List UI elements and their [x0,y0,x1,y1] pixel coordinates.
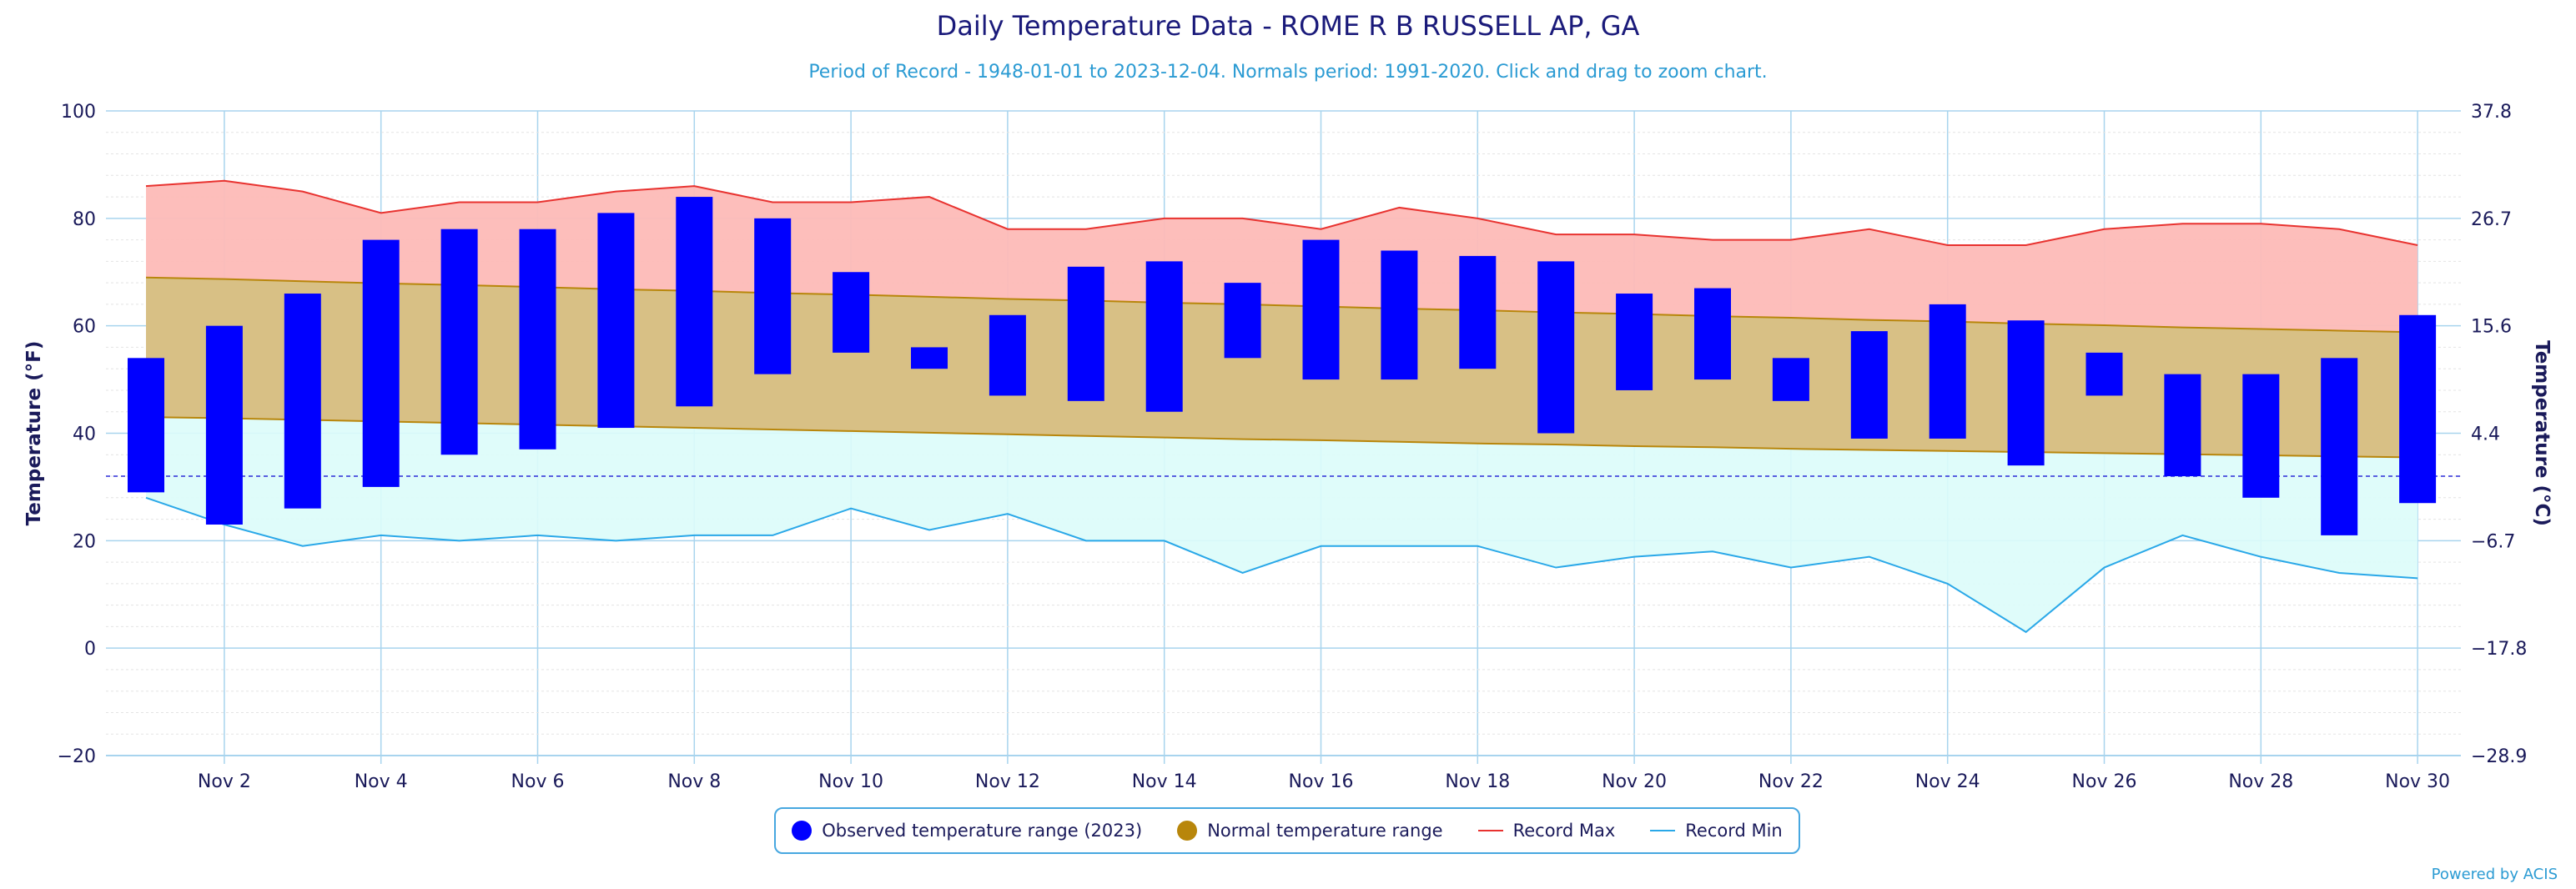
observed-bar[interactable] [676,197,713,407]
y-tick-label-right: −17.8 [2471,639,2527,660]
y-tick-label-right: −6.7 [2471,531,2515,552]
legend-swatch-observed [792,821,813,841]
y-tick-label: 100 [61,102,96,123]
legend-swatch-record-max [1477,830,1503,831]
x-tick-label: Nov 10 [818,771,883,792]
observed-bar[interactable] [2085,352,2123,396]
observed-bar[interactable] [754,218,792,374]
y-tick-label: 0 [84,639,96,660]
x-tick-label: Nov 16 [1289,771,1354,792]
observed-bar[interactable] [2399,314,2437,504]
observed-bar[interactable] [989,314,1026,396]
observed-bar[interactable] [911,347,948,369]
observed-bar[interactable] [2007,320,2045,466]
y-tick-label: −20 [58,746,96,767]
observed-bar[interactable] [1145,261,1183,412]
observed-bar[interactable] [1772,358,1809,401]
x-tick-label: Nov 24 [1915,771,1980,792]
record-min-line [145,496,2418,634]
legend-item-record-min[interactable]: Record Min [1650,821,1783,841]
observed-bar[interactable] [1302,239,1340,380]
y-axis-label-right: Temperature (°C) [2531,340,2553,526]
y-axis-label: Temperature (°F) [23,341,45,526]
y-tick-label-right: 15.6 [2471,317,2512,338]
legend-label-record-max: Record Max [1512,821,1616,841]
observed-bar[interactable] [1381,250,1418,380]
observed-bar[interactable] [1694,288,1731,380]
x-tick-label: Nov 12 [975,771,1040,792]
y-tick-label: 20 [73,531,96,552]
y-tick-label: 40 [73,424,96,445]
legend-item-observed[interactable]: Observed temperature range (2023) [792,821,1142,841]
x-tick-label: Nov 28 [2228,771,2293,792]
legend-item-record-max[interactable]: Record Max [1477,821,1616,841]
y-tick-label-right: −28.9 [2471,746,2527,767]
record-max-area [146,180,2418,333]
powered-by-link[interactable]: Powered by ACIS [2431,866,2558,883]
y-tick-label-right: 26.7 [2471,209,2512,230]
legend-label-record-min: Record Min [1685,821,1783,841]
observed-bar[interactable] [519,229,556,450]
observed-bar[interactable] [2242,374,2280,498]
record-min-area [146,417,2418,632]
observed-bar[interactable] [1224,283,1261,359]
legend-label-normal: Normal temperature range [1207,821,1443,841]
x-tick-label: Nov 18 [1445,771,1510,792]
legend-label-observed: Observed temperature range (2023) [822,821,1143,841]
x-tick-label: Nov 4 [355,771,408,792]
chart-legend: Observed temperature range (2023) Normal… [774,807,1800,854]
legend-item-normal[interactable]: Normal temperature range [1177,821,1443,841]
observed-bar[interactable] [2164,374,2201,477]
observed-bar[interactable] [1459,255,1497,369]
observed-bar[interactable] [1537,261,1575,434]
x-tick-label: Nov 2 [198,771,251,792]
observed-bar[interactable] [1850,331,1888,439]
observed-bar[interactable] [597,213,635,429]
x-tick-label: Nov 22 [1758,771,1824,792]
normal-range-area [146,277,2418,458]
x-tick-label: Nov 30 [2385,771,2450,792]
y-tick-label-right: 37.8 [2471,102,2512,123]
x-tick-label: Nov 8 [667,771,721,792]
observed-bar[interactable] [440,229,478,455]
legend-swatch-record-min [1650,830,1676,831]
chart-subtitle: Period of Record - 1948-01-01 to 2023-12… [808,62,1768,83]
chart-title: Daily Temperature Data - ROME R B RUSSEL… [936,10,1640,42]
x-tick-label: Nov 20 [1602,771,1667,792]
observed-bar[interactable] [362,239,400,487]
record-max-line [145,179,2418,247]
observed-bar[interactable] [284,294,321,509]
observed-bar[interactable] [833,272,870,353]
x-tick-label: Nov 26 [2072,771,2137,792]
observed-bar[interactable] [1616,294,1653,390]
observed-bar[interactable] [128,358,164,493]
x-tick-label: Nov 6 [511,771,565,792]
y-tick-label: 80 [73,209,96,230]
legend-swatch-normal [1177,821,1198,841]
observed-bar[interactable] [1929,304,1966,439]
x-tick-label: Nov 14 [1132,771,1197,792]
observed-bar[interactable] [205,325,243,525]
observed-bar[interactable] [2321,358,2358,535]
y-tick-label-right: 4.4 [2471,424,2500,445]
y-tick-label: 60 [73,317,96,338]
observed-bar[interactable] [1067,266,1104,401]
